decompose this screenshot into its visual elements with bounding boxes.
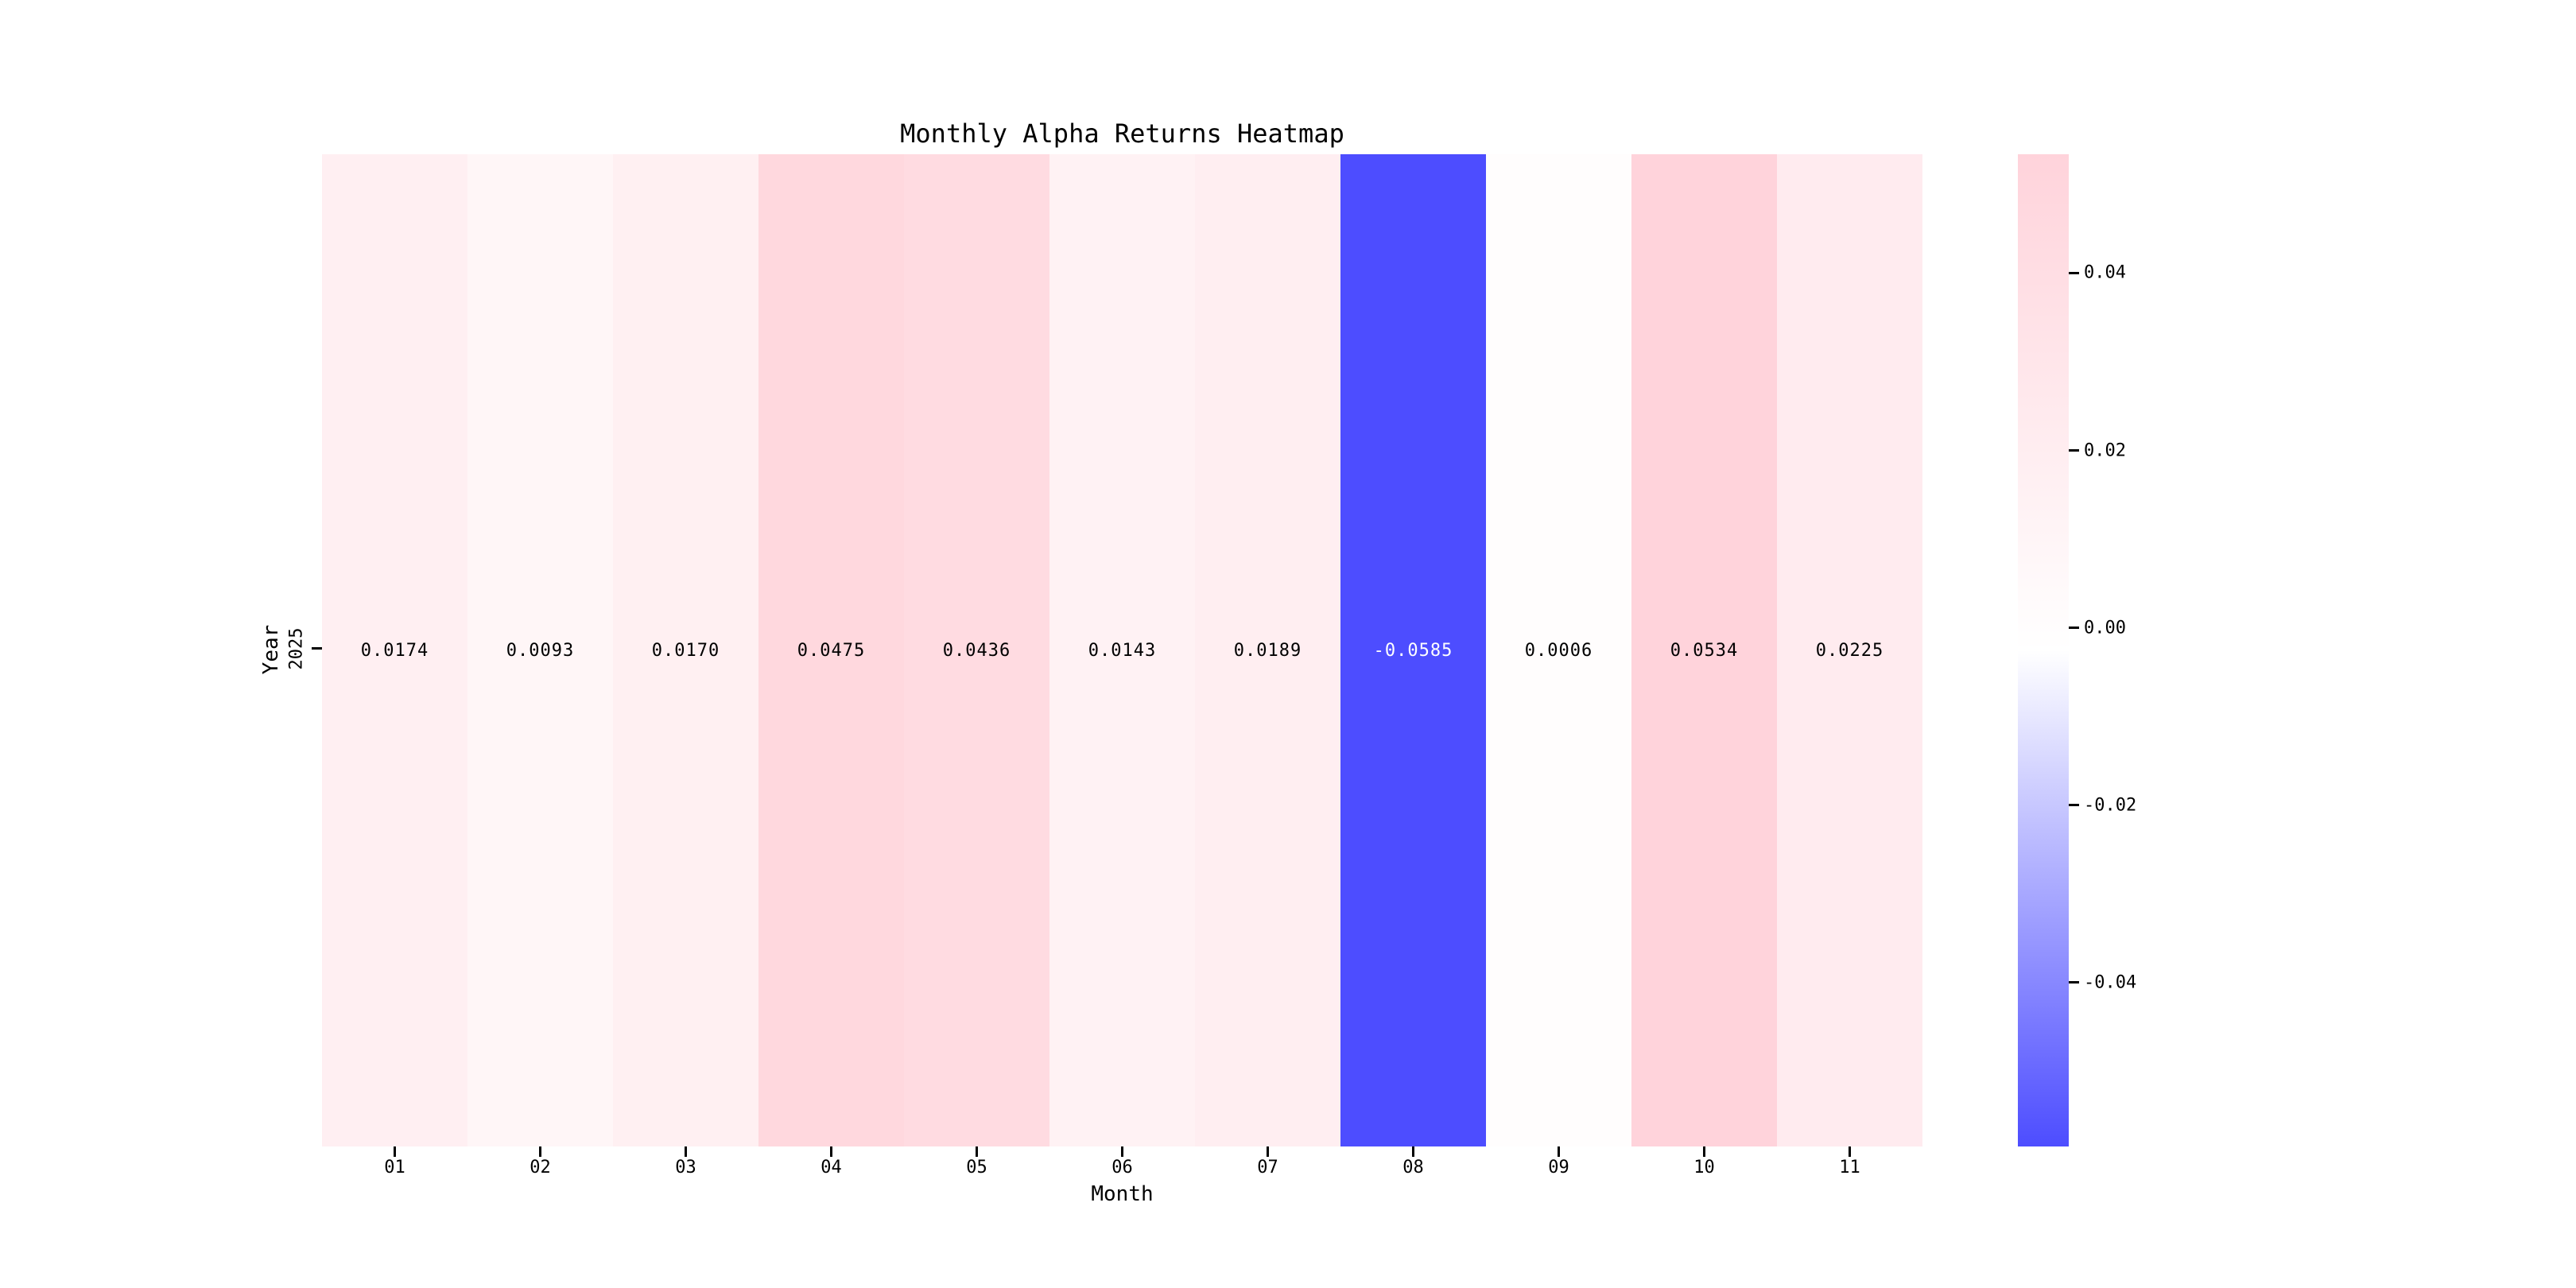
x-tick-mark-09 bbox=[1558, 1146, 1560, 1157]
cell-value-label: 0.0225 bbox=[1815, 640, 1884, 661]
x-tick-mark-07 bbox=[1267, 1146, 1269, 1157]
heatmap-cell-01: 0.0174 bbox=[322, 154, 467, 1146]
cell-value-label: 0.0534 bbox=[1670, 640, 1739, 661]
heatmap-cell-07: 0.0189 bbox=[1195, 154, 1340, 1146]
x-tick-label-10: 10 bbox=[1693, 1158, 1715, 1177]
colorbar-tick-mark-0.02 bbox=[2069, 449, 2079, 452]
colorbar-tick-label--0.02: -0.02 bbox=[2084, 795, 2137, 816]
cell-value-label: 0.0143 bbox=[1088, 640, 1157, 661]
cell-value-label: 0.0170 bbox=[651, 640, 720, 661]
y-axis-label: Year bbox=[259, 624, 283, 675]
x-tick-label-06: 06 bbox=[1111, 1158, 1133, 1177]
x-tick-label-01: 01 bbox=[384, 1158, 405, 1177]
heatmap-cell-10: 0.0534 bbox=[1631, 154, 1777, 1146]
x-tick-label-04: 04 bbox=[821, 1158, 842, 1177]
colorbar-tick-mark--0.02 bbox=[2069, 804, 2079, 807]
x-tick-mark-03 bbox=[685, 1146, 687, 1157]
cell-value-label: -0.0585 bbox=[1373, 640, 1453, 661]
cell-value-label: 0.0189 bbox=[1233, 640, 1302, 661]
heatmap-cell-09: 0.0006 bbox=[1486, 154, 1631, 1146]
cell-value-label: 0.0093 bbox=[506, 640, 575, 661]
cell-value-label: 0.0475 bbox=[797, 640, 866, 661]
x-tick-mark-06 bbox=[1121, 1146, 1123, 1157]
y-tick-mark bbox=[312, 647, 322, 650]
cell-value-label: 0.0006 bbox=[1524, 640, 1593, 661]
colorbar-tick-mark--0.04 bbox=[2069, 981, 2079, 984]
x-tick-label-07: 07 bbox=[1257, 1158, 1278, 1177]
x-tick-mark-11 bbox=[1849, 1146, 1851, 1157]
heatmap-cell-03: 0.0170 bbox=[613, 154, 758, 1146]
colorbar-gradient bbox=[2018, 154, 2069, 1146]
x-tick-label-05: 05 bbox=[966, 1158, 987, 1177]
heatmap-cell-08: -0.0585 bbox=[1340, 154, 1486, 1146]
x-tick-mark-10 bbox=[1703, 1146, 1705, 1157]
heatmap-cell-05: 0.0436 bbox=[904, 154, 1049, 1146]
chart-title: Monthly Alpha Returns Heatmap bbox=[900, 118, 1344, 149]
x-axis-label: Month bbox=[1091, 1182, 1154, 1206]
heatmap-grid: 0.0174 0.0093 0.0170 0.0475 0.0436 0.0143 0.01… bbox=[322, 154, 1922, 1146]
colorbar-tick-mark-0.00 bbox=[2069, 627, 2079, 630]
heatmap-cell-11: 0.0225 bbox=[1777, 154, 1922, 1146]
heatmap-cell-06: 0.0143 bbox=[1049, 154, 1195, 1146]
cell-value-label: 0.0436 bbox=[942, 640, 1011, 661]
x-tick-label-03: 03 bbox=[675, 1158, 696, 1177]
x-tick-label-11: 11 bbox=[1839, 1158, 1860, 1177]
x-tick-label-09: 09 bbox=[1548, 1158, 1569, 1177]
cell-value-label: 0.0174 bbox=[360, 640, 429, 661]
colorbar-tick-label-0.04: 0.04 bbox=[2084, 262, 2126, 283]
y-tick-label: 2025 bbox=[286, 627, 307, 670]
x-tick-mark-02 bbox=[539, 1146, 541, 1157]
x-tick-label-08: 08 bbox=[1402, 1158, 1424, 1177]
colorbar-tick-label-0.02: 0.02 bbox=[2084, 440, 2126, 460]
x-tick-mark-08 bbox=[1412, 1146, 1414, 1157]
x-tick-label-02: 02 bbox=[530, 1158, 551, 1177]
x-tick-mark-04 bbox=[830, 1146, 832, 1157]
x-tick-mark-01 bbox=[394, 1146, 396, 1157]
heatmap-cell-04: 0.0475 bbox=[758, 154, 904, 1146]
colorbar-tick-label-0.00: 0.00 bbox=[2084, 618, 2126, 638]
colorbar-tick-mark-0.04 bbox=[2069, 271, 2079, 274]
colorbar-tick-label--0.04: -0.04 bbox=[2084, 972, 2137, 993]
x-tick-mark-05 bbox=[976, 1146, 978, 1157]
heatmap-cell-02: 0.0093 bbox=[467, 154, 613, 1146]
